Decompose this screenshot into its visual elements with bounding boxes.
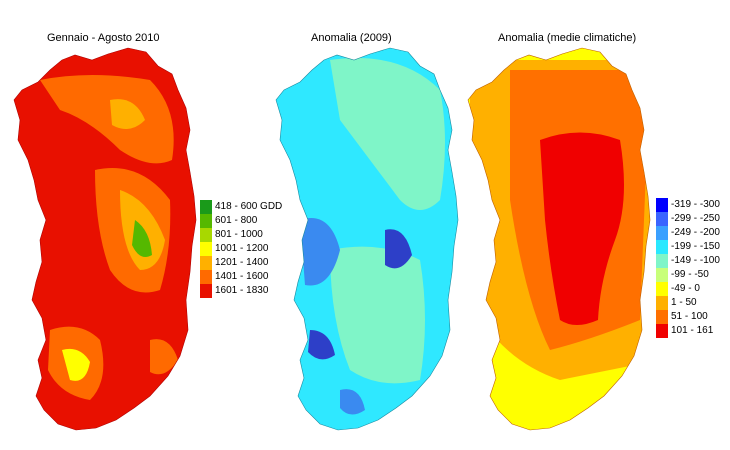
map-anomaly-2009 [275, 47, 459, 431]
gdd-sette-fratelli [150, 339, 178, 375]
legend-label: 801 - 1000 [215, 229, 263, 240]
panel-title-gdd: Gennaio - Agosto 2010 [47, 32, 160, 44]
legend-swatch [656, 226, 668, 240]
legend-label: 1 - 50 [671, 297, 697, 308]
legend-swatch [200, 200, 212, 214]
panel-title-anomaly-2009: Anomalia (2009) [311, 32, 392, 44]
legend-item: 1 - 50 [656, 296, 720, 310]
legend-label: -49 - 0 [671, 283, 700, 294]
legend-swatch [656, 282, 668, 296]
legend-gdd: 418 - 600 GDD 601 - 800 801 - 1000 1001 … [200, 200, 282, 298]
legend-item: 1401 - 1600 [200, 270, 282, 284]
gdd-north-zone [40, 75, 174, 164]
legend-item: -249 - -200 [656, 226, 720, 240]
legend-item: -199 - -150 [656, 240, 720, 254]
anom2009-south-zone [330, 246, 425, 384]
legend-swatch [656, 240, 668, 254]
legend-swatch [200, 214, 212, 228]
legend-swatch [656, 310, 668, 324]
anom2009-south-low [340, 389, 365, 415]
legend-item: -99 - -50 [656, 268, 720, 282]
gdd-southwest-high [62, 348, 90, 381]
legend-swatch [200, 270, 212, 284]
panel-title-anomaly-climate: Anomalia (medie climatiche) [498, 32, 637, 44]
legend-label: -199 - -150 [671, 241, 720, 252]
legend-item: 1201 - 1400 [200, 256, 282, 270]
anom2009-west-zone [300, 218, 340, 286]
legend-swatch [656, 254, 668, 268]
map-anomaly-climate [467, 47, 651, 431]
legend-swatch [200, 228, 212, 242]
legend-item: 418 - 600 GDD [200, 200, 282, 214]
legend-label: -149 - -100 [671, 255, 720, 266]
anom2009-gennargentu [385, 229, 412, 269]
legend-swatch [200, 256, 212, 270]
legend-label: -299 - -250 [671, 213, 720, 224]
legend-swatch [656, 198, 668, 212]
legend-item: 101 - 161 [656, 324, 720, 338]
legend-item: 1601 - 1830 [200, 284, 282, 298]
legend-item: -49 - 0 [656, 282, 720, 296]
legend-item: -299 - -250 [656, 212, 720, 226]
legend-label: -249 - -200 [671, 227, 720, 238]
gdd-gennargentu-core [132, 220, 152, 258]
anomclim-band-4 [540, 132, 624, 325]
legend-label: 601 - 800 [215, 215, 258, 226]
legend-anomaly-climate: -319 - -300 -299 - -250 -249 - -200 -199… [656, 198, 720, 338]
gdd-limbara [110, 99, 145, 129]
legend-label: 1401 - 1600 [215, 271, 269, 282]
legend-swatch [200, 284, 212, 298]
legend-item: 601 - 800 [200, 214, 282, 228]
legend-swatch [656, 268, 668, 282]
legend-swatch [656, 212, 668, 226]
map-gdd [13, 47, 197, 431]
legend-swatch [656, 324, 668, 338]
anom2009-northeast-zone [330, 58, 445, 210]
legend-label: -319 - -300 [671, 199, 720, 210]
legend-label: -99 - -50 [671, 269, 709, 280]
legend-item: -149 - -100 [656, 254, 720, 268]
legend-label: 51 - 100 [671, 311, 708, 322]
legend-label: 101 - 161 [671, 325, 714, 336]
legend-item: 51 - 100 [656, 310, 720, 324]
legend-swatch [200, 242, 212, 256]
legend-item: 1001 - 1200 [200, 242, 282, 256]
legend-label: 1201 - 1400 [215, 257, 269, 268]
legend-swatch [656, 296, 668, 310]
legend-label: 1001 - 1200 [215, 243, 269, 254]
legend-item: 801 - 1000 [200, 228, 282, 242]
legend-label: 1601 - 1830 [215, 285, 269, 296]
legend-item: -319 - -300 [656, 198, 720, 212]
anom2009-southwest-low [308, 330, 335, 360]
legend-label: 418 - 600 GDD [215, 201, 283, 212]
